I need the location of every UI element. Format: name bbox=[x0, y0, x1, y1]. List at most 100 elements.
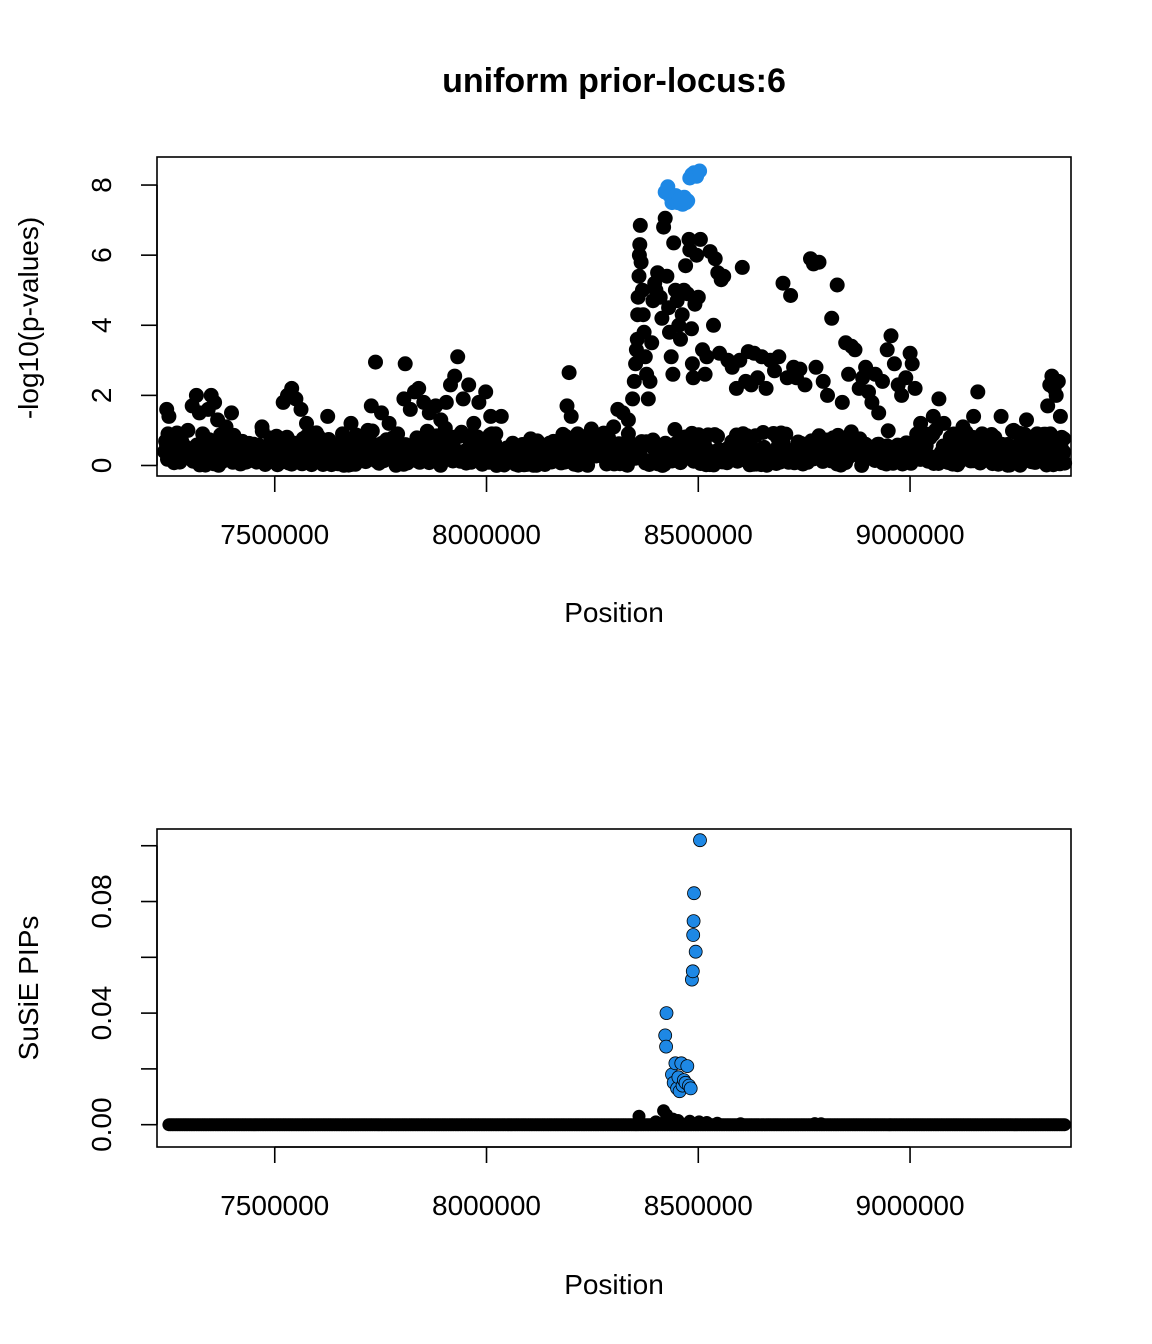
pvalue-point bbox=[488, 426, 504, 442]
pvalue-point bbox=[955, 419, 971, 435]
pvalue-point bbox=[699, 349, 715, 365]
pvalue-point bbox=[625, 391, 641, 407]
pvalue-x-label: Position bbox=[564, 597, 664, 628]
pvalue-y-tick-label: 2 bbox=[86, 388, 117, 404]
pip-credible-set-point bbox=[693, 833, 707, 848]
pvalue-point bbox=[166, 454, 182, 470]
pvalue-point bbox=[987, 429, 1003, 445]
pvalue-point bbox=[311, 440, 327, 456]
pvalue-point bbox=[674, 307, 690, 323]
pvalue-point bbox=[907, 380, 923, 396]
pip-credible-set-point bbox=[686, 928, 701, 942]
pip-credible-set-point bbox=[659, 1006, 674, 1020]
pvalue-point bbox=[606, 419, 622, 435]
pvalue-band-point bbox=[778, 426, 794, 442]
pvalue-point bbox=[758, 380, 774, 396]
pvalue-point bbox=[847, 342, 863, 358]
pvalue-point bbox=[767, 363, 782, 379]
pvalue-credible-set-point bbox=[680, 193, 696, 209]
pvalue-point bbox=[563, 408, 579, 424]
pvalue-point bbox=[636, 324, 652, 340]
pvalue-point bbox=[335, 426, 350, 442]
pip-y-axis: 0.00 0.04 0.08 bbox=[86, 844, 158, 1152]
pvalue-point bbox=[632, 217, 648, 233]
pvalue-point bbox=[1050, 373, 1066, 389]
pvalue-band-point bbox=[667, 422, 683, 437]
pvalue-point bbox=[174, 440, 190, 456]
pvalue-point bbox=[433, 412, 449, 428]
pip-x-tick-label: 8500000 bbox=[644, 1190, 753, 1221]
pvalue-point bbox=[898, 370, 914, 386]
pvalue-point bbox=[411, 380, 427, 396]
pvalue-point bbox=[352, 433, 367, 449]
pvalue-point bbox=[626, 373, 642, 389]
pvalue-point bbox=[180, 422, 196, 438]
pvalue-y-tick-label: 4 bbox=[86, 317, 117, 333]
pvalue-point bbox=[1055, 444, 1071, 459]
pvalue-x-axis: 7500000 8000000 8500000 9000000 bbox=[220, 475, 965, 550]
pvalue-point bbox=[601, 437, 617, 452]
pvalue-point bbox=[635, 307, 651, 323]
pip-point bbox=[700, 1116, 714, 1129]
pvalue-point bbox=[931, 391, 947, 407]
pvalue-point bbox=[716, 268, 732, 284]
pvalue-y-tick-label: 8 bbox=[86, 177, 117, 193]
pip-plot-frame bbox=[156, 828, 1072, 1148]
pvalue-point bbox=[402, 401, 418, 417]
pvalue-point bbox=[642, 373, 658, 389]
pvalue-point bbox=[974, 426, 990, 442]
pvalue-point bbox=[360, 422, 376, 438]
pvalue-point bbox=[894, 387, 910, 403]
pip-credible-set-point bbox=[686, 914, 701, 928]
pvalue-point bbox=[771, 349, 787, 365]
pvalue-point bbox=[224, 405, 239, 421]
pvalue-point bbox=[750, 370, 766, 386]
pvalue-point bbox=[706, 317, 721, 333]
pvalue-point bbox=[254, 419, 270, 435]
pip-panel: 7500000 8000000 8500000 9000000 0.000.040.0… bbox=[13, 828, 1072, 1300]
pvalue-point bbox=[961, 437, 977, 452]
pvalue-point bbox=[970, 384, 986, 400]
pip-points bbox=[632, 833, 828, 1131]
pvalue-point bbox=[1019, 412, 1034, 428]
pvalue-point bbox=[326, 437, 342, 452]
pvalue-point bbox=[555, 429, 571, 445]
pip-y-label: SuSiE PIPs bbox=[13, 916, 44, 1061]
pvalue-point bbox=[644, 335, 660, 351]
pvalue-band-point bbox=[1057, 455, 1073, 471]
pvalue-point bbox=[245, 451, 261, 466]
pvalue-point bbox=[493, 408, 509, 424]
pvalue-point bbox=[195, 426, 211, 442]
pvalue-point bbox=[455, 391, 471, 407]
pvalue-point bbox=[515, 437, 530, 452]
pip-point bbox=[734, 1117, 748, 1131]
pvalue-panel: 7500000 8000000 8500000 9000000 0 2 4 6 8 Posit… bbox=[13, 156, 1073, 628]
pvalue-point bbox=[875, 373, 890, 389]
pvalue-point bbox=[919, 429, 935, 445]
pvalue-point bbox=[483, 408, 499, 424]
pvalue-point bbox=[293, 401, 309, 417]
pvalue-point bbox=[631, 268, 647, 284]
pvalue-y-tick-label: 6 bbox=[86, 247, 117, 263]
pvalue-point bbox=[1054, 429, 1070, 445]
pip-point bbox=[671, 1114, 685, 1127]
pvalue-point bbox=[633, 254, 649, 270]
pvalue-point bbox=[1048, 387, 1064, 403]
pip-point bbox=[632, 1109, 646, 1123]
pvalue-point bbox=[450, 349, 466, 365]
pip-credible-set-point bbox=[685, 964, 700, 979]
pvalue-point bbox=[815, 373, 831, 389]
pip-band-point bbox=[1058, 1118, 1072, 1132]
pvalue-point bbox=[390, 426, 406, 442]
pvalue-point bbox=[689, 247, 705, 263]
pvalue-point bbox=[925, 408, 941, 424]
pvalue-point bbox=[808, 359, 824, 375]
pvalue-point bbox=[374, 405, 389, 421]
pvalue-point bbox=[783, 288, 799, 303]
pvalue-point bbox=[692, 231, 708, 247]
pip-y-tick-label: 0.00 bbox=[86, 1097, 117, 1152]
pvalue-point bbox=[666, 235, 682, 251]
pvalue-point bbox=[637, 349, 653, 365]
pvalue-point bbox=[904, 356, 920, 372]
pvalue-point bbox=[797, 377, 813, 393]
